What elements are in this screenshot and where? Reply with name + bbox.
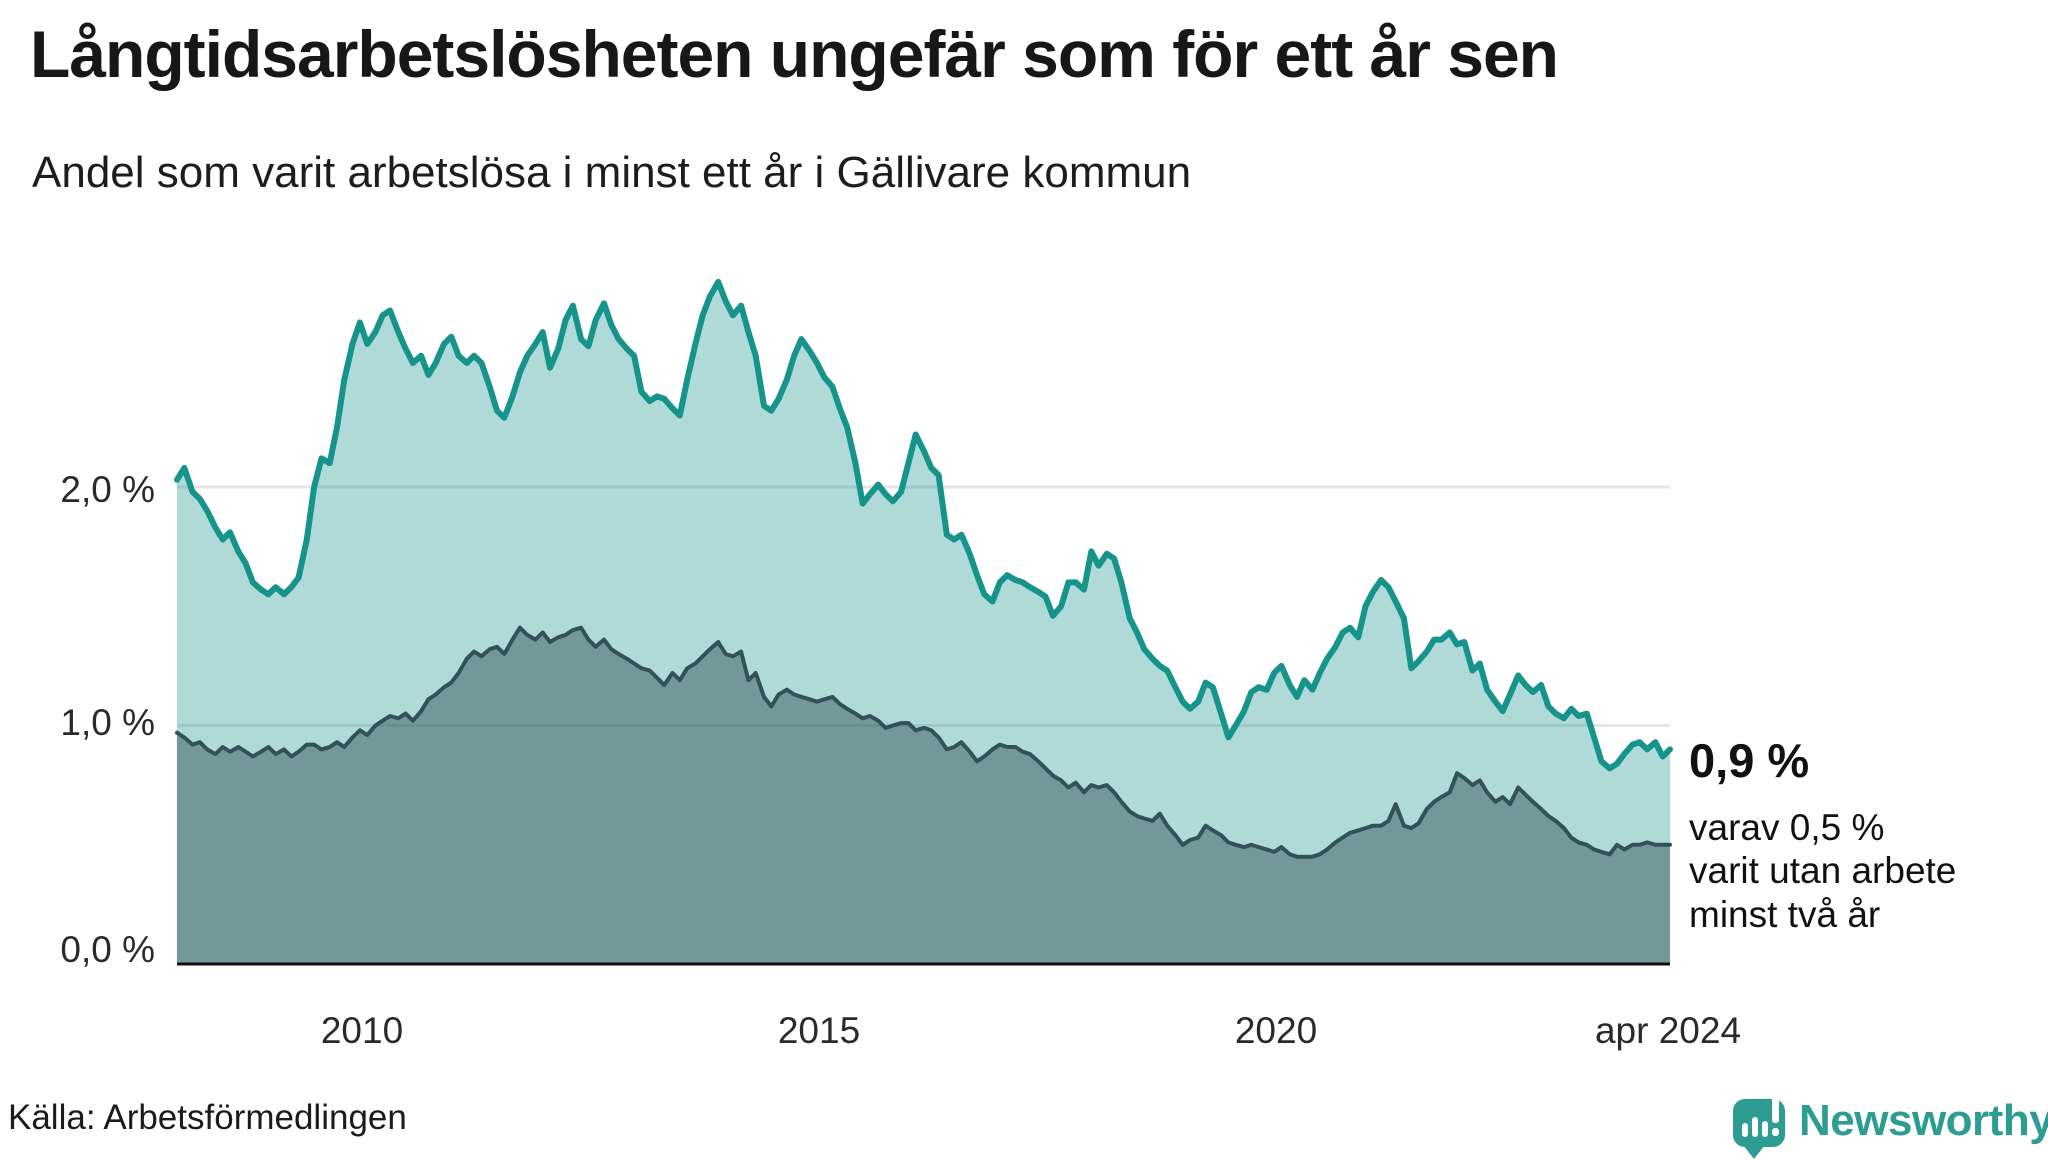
- area-unemployed-1yr: [177, 281, 1670, 964]
- bar-chart-glyph: [1762, 1121, 1768, 1137]
- y-tick-1pct: 1,0 %: [60, 702, 155, 743]
- x-tick-2020: 2020: [1234, 1010, 1318, 1051]
- newsworthy-logo-icon: [1733, 1097, 1785, 1159]
- note-line-2: varit utan arbete: [1689, 850, 1957, 892]
- bar-chart-glyph: [1752, 1117, 1758, 1137]
- y-tick-0pct: 0,0 %: [60, 929, 155, 970]
- page-subtitle: Andel som varit arbetslösa i minst ett å…: [32, 148, 1192, 197]
- y-tick-2pct: 2,0 %: [60, 469, 155, 510]
- latest-value-label: 0,9 %: [1689, 734, 1810, 787]
- exclamation-dot: [1772, 1128, 1779, 1136]
- page-title: Långtidsarbetslösheten ungefär som för e…: [30, 17, 1559, 91]
- note-line-1: varav 0,5 %: [1689, 807, 1885, 848]
- area-unemployed-2yr: [177, 627, 1670, 964]
- latest-value-note: varav 0,5 % varit utan arbete minst två …: [1689, 806, 1956, 936]
- x-tick-2015: 2015: [777, 1010, 861, 1051]
- newsworthy-logo-text: Newsworthy: [1799, 1096, 2048, 1145]
- x-tick-apr-2024: apr 2024: [1594, 1010, 1742, 1051]
- exclamation-glyph: [1772, 1097, 1779, 1123]
- note-line-3: minst två år: [1689, 893, 1881, 935]
- gridlines: [177, 485, 1670, 727]
- x-tick-2010: 2010: [320, 1010, 404, 1051]
- newsworthy-logo[interactable]: Newsworthy: [1733, 1090, 2048, 1159]
- line-unemployed-2yr: [175, 625, 1672, 859]
- source-attribution: Källa: Arbetsförmedlingen: [8, 1098, 407, 1137]
- speech-bubble-tail: [1743, 1145, 1765, 1159]
- line-unemployed-1yr: [174, 278, 1673, 772]
- bar-chart-glyph: [1742, 1123, 1748, 1137]
